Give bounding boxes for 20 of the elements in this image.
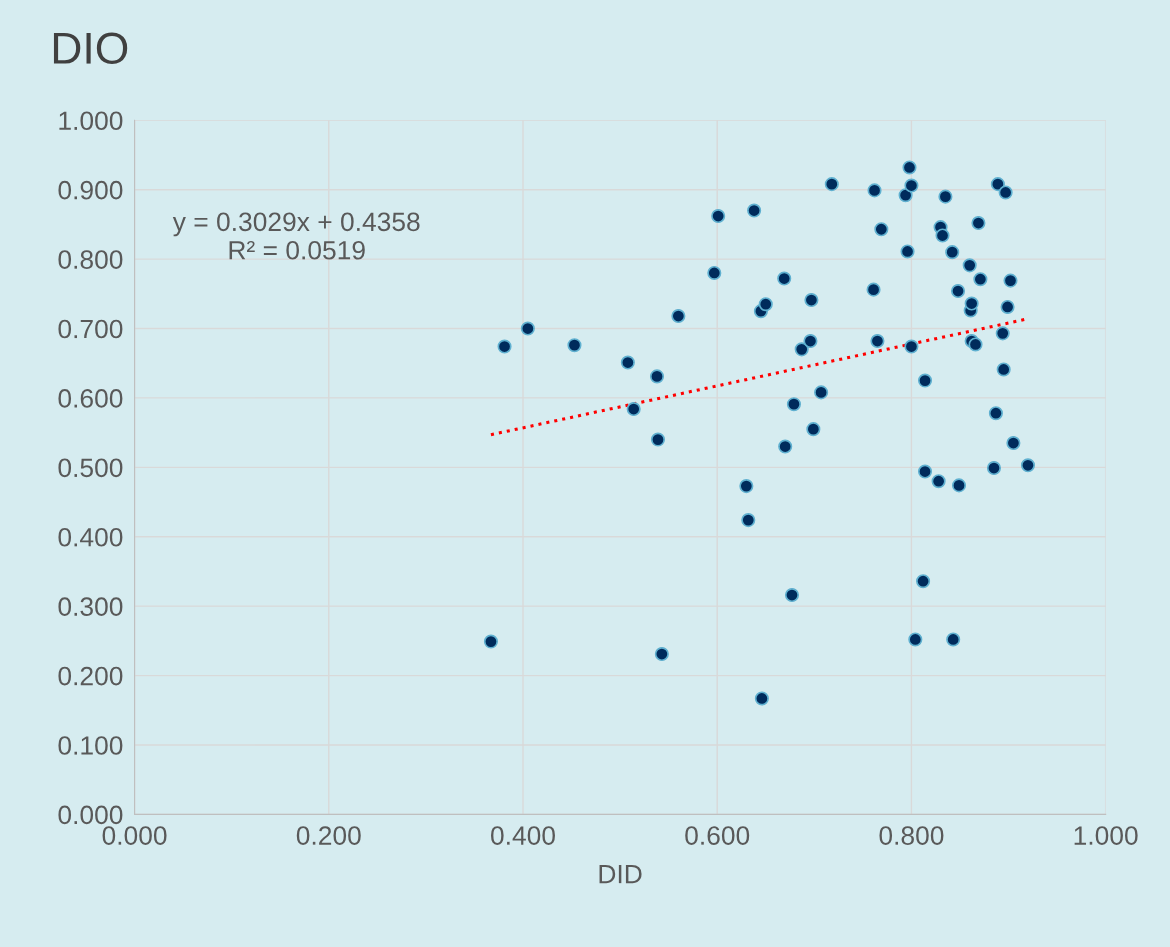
y-tick-label: 0.900 <box>58 180 123 200</box>
y-tick-label: 1.000 <box>59 111 123 131</box>
x-tick-label: 0.800 <box>879 826 944 845</box>
x-tick-label: 0.600 <box>685 826 750 845</box>
x-tick-label: 1.000 <box>1074 826 1138 845</box>
y-tick-label: 0.700 <box>58 319 123 339</box>
y-tick-label: 0.200 <box>58 666 123 686</box>
chart-title: DIO <box>53 32 128 65</box>
annotation: y = 0.3029x + 0.4358 R² = 0.0519 <box>172 212 420 260</box>
y-tick-label: 0.100 <box>58 736 123 755</box>
y-tick-label: 0.000 <box>58 805 123 825</box>
y-tick-label: 0.300 <box>58 597 123 616</box>
x-tick-label: 0.400 <box>491 826 555 845</box>
y-tick-label: 0.800 <box>58 250 123 269</box>
x-tick-label: 0.200 <box>296 826 361 845</box>
x-axis-title: DID <box>599 864 642 884</box>
y-tick-label: 0.400 <box>58 527 123 547</box>
x-tick-label: 0.000 <box>102 826 167 845</box>
y-tick-label: 0.600 <box>58 389 123 408</box>
y-tick-label: 0.500 <box>58 458 123 478</box>
